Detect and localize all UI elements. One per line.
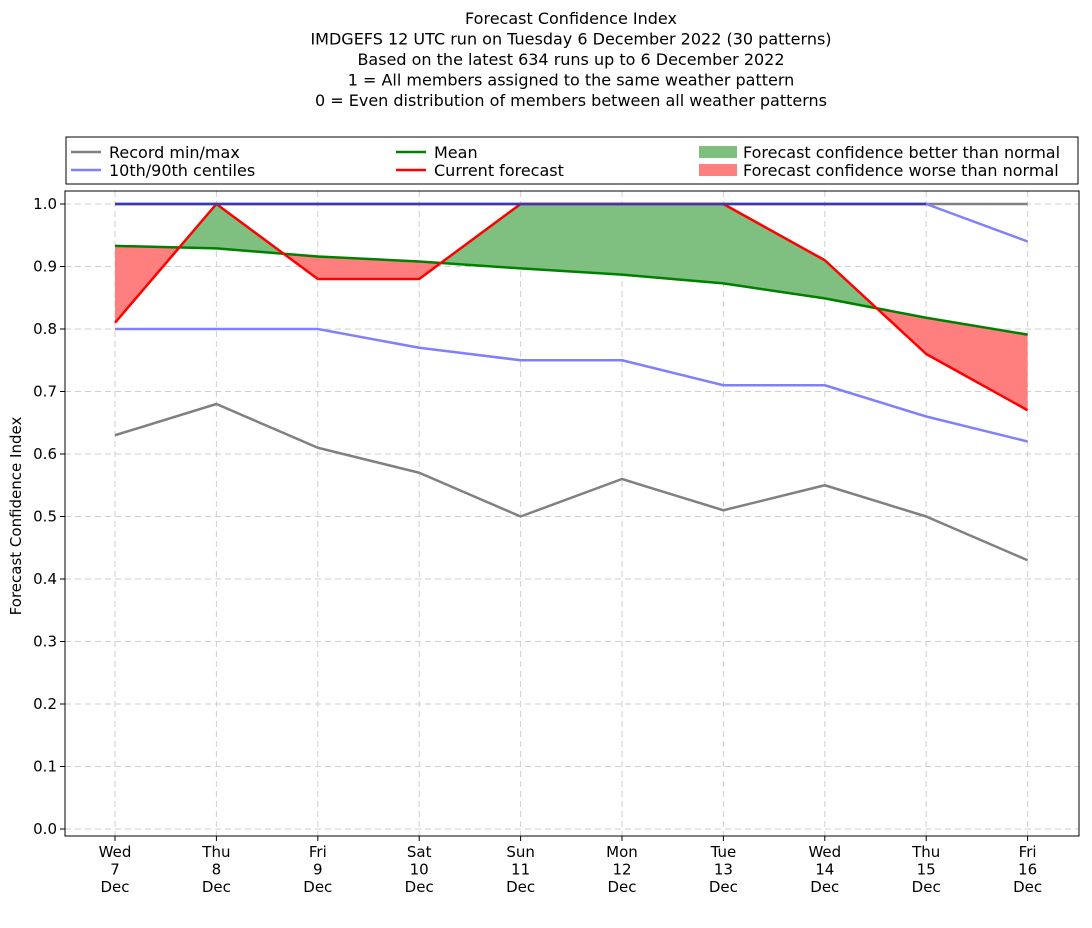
- title-line: IMDGEFS 12 UTC run on Tuesday 6 December…: [310, 30, 831, 49]
- x-tick-label: 14: [815, 861, 834, 879]
- series-lines: [114, 202, 1029, 562]
- legend-centiles: 10th/90th centiles: [71, 161, 255, 180]
- fill-better-than-normal: [440, 204, 877, 309]
- legend-label: 10th/90th centiles: [109, 161, 255, 180]
- x-tick-label: 11: [511, 861, 530, 879]
- x-tick-label: Dec: [709, 878, 738, 896]
- series-line-p10: [115, 327, 1028, 443]
- x-tick-label: Dec: [303, 878, 332, 896]
- x-tick-label: Dec: [100, 878, 129, 896]
- y-tick-label: 0.7: [33, 383, 57, 401]
- x-tick-label: Fri: [309, 843, 327, 861]
- y-tick-label: 0.4: [33, 570, 57, 588]
- x-tick-label: Sun: [506, 843, 535, 861]
- y-tick-label: 0.1: [33, 758, 57, 776]
- legend-mean: Mean: [396, 143, 478, 162]
- legend-current-forecast: Current forecast: [396, 161, 564, 180]
- axes: 0.00.10.20.30.40.50.60.70.80.91.0Wed7Dec…: [7, 190, 1080, 896]
- x-tick-label: Dec: [202, 878, 231, 896]
- legend-label: Mean: [434, 143, 478, 162]
- legend-label: Record min/max: [109, 143, 240, 162]
- x-tick-label: Mon: [606, 843, 638, 861]
- x-tick-label: Tue: [710, 843, 737, 861]
- y-tick-label: 0.9: [33, 258, 57, 276]
- legend-swatch: [699, 164, 737, 176]
- x-tick-label: Thu: [201, 843, 230, 861]
- y-tick-label: 0.6: [33, 445, 57, 463]
- x-tick-label: 10: [410, 861, 429, 879]
- legend-label: Forecast confidence worse than normal: [743, 161, 1059, 180]
- series-line-record-min: [114, 402, 1029, 562]
- legend-worse-than-normal: Forecast confidence worse than normal: [699, 161, 1059, 180]
- x-tick-label: Dec: [810, 878, 839, 896]
- x-tick-label: Dec: [405, 878, 434, 896]
- confidence-fills: [115, 204, 1028, 411]
- legend-swatch: [699, 146, 737, 158]
- legend-label: Forecast confidence better than normal: [743, 143, 1060, 162]
- x-tick-label: Wed: [99, 843, 132, 861]
- fill-worse-than-normal: [876, 308, 1028, 411]
- x-tick-label: Wed: [808, 843, 841, 861]
- legend-better-than-normal: Forecast confidence better than normal: [699, 143, 1060, 162]
- x-tick-label: 8: [212, 861, 222, 879]
- title-line: 0 = Even distribution of members between…: [315, 91, 827, 110]
- x-tick-label: 9: [313, 861, 323, 879]
- x-tick-label: Dec: [912, 878, 941, 896]
- x-tick-label: Fri: [1019, 843, 1037, 861]
- title-line: Forecast Confidence Index: [465, 9, 677, 28]
- chart-title: Forecast Confidence Index IMDGEFS 12 UTC …: [310, 9, 831, 110]
- x-tick-label: 7: [110, 861, 120, 879]
- y-tick-label: 0.5: [33, 508, 57, 526]
- fill-better-than-normal: [179, 204, 284, 254]
- fill-worse-than-normal: [283, 253, 441, 279]
- x-tick-label: Thu: [911, 843, 940, 861]
- x-tick-label: 13: [714, 861, 733, 879]
- y-tick-label: 0.8: [33, 320, 57, 338]
- x-tick-label: 16: [1018, 861, 1037, 879]
- grid: [65, 191, 1079, 836]
- x-tick-label: Sat: [407, 843, 432, 861]
- y-tick-label: 0.0: [33, 820, 57, 838]
- y-tick-label: 0.2: [33, 695, 57, 713]
- title-line: Based on the latest 634 runs up to 6 Dec…: [357, 50, 784, 69]
- x-tick-label: 15: [917, 861, 936, 879]
- x-tick-label: Dec: [607, 878, 636, 896]
- plot-frame: [64, 190, 1080, 837]
- title-line: 1 = All members assigned to the same wea…: [348, 71, 795, 90]
- x-tick-label: Dec: [1013, 878, 1042, 896]
- x-tick-label: Dec: [506, 878, 535, 896]
- x-tick-label: 12: [612, 861, 631, 879]
- y-axis-label: Forecast Confidence Index: [7, 417, 25, 616]
- y-tick-label: 0.3: [33, 633, 57, 651]
- legend-record-minmax: Record min/max: [71, 143, 240, 162]
- legend-label: Current forecast: [434, 161, 564, 180]
- y-tick-label: 1.0: [33, 195, 57, 213]
- legend-box: [65, 136, 1079, 185]
